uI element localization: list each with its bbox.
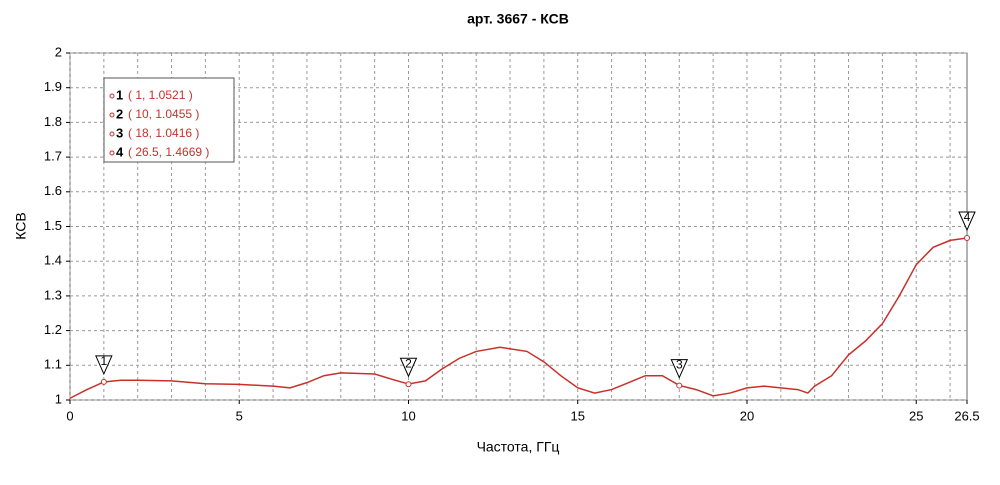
y-tick-label: 1.6 (44, 183, 62, 198)
y-tick-label: 1.7 (44, 149, 62, 164)
chart-title: арт. 3667 - КСВ (467, 11, 569, 27)
marker-label: 1 (101, 354, 108, 368)
x-tick-label: 10 (401, 408, 415, 423)
x-tick-label: 15 (571, 408, 585, 423)
y-tick-label: 1.3 (44, 287, 62, 302)
legend-number: 4 (116, 144, 124, 159)
marker-label: 3 (676, 358, 683, 372)
x-tick-label: 20 (740, 408, 754, 423)
legend-dot (109, 150, 115, 156)
legend-box (103, 77, 235, 163)
y-tick-label: 1 (55, 391, 62, 406)
y-tick-label: 1.2 (44, 322, 62, 337)
y-tick-label: 1.5 (44, 218, 62, 233)
y-tick-label: 1.9 (44, 79, 62, 94)
legend-dot (109, 131, 115, 137)
legend-number: 2 (116, 106, 123, 121)
marker-triangle (399, 357, 418, 378)
marker-point (405, 381, 412, 388)
y-tick-label: 1.1 (44, 357, 62, 372)
marker-triangle (670, 359, 689, 379)
legend-value: ( 1, 1.0521 ) (128, 88, 193, 102)
marker-point (676, 382, 683, 389)
legend-dot (109, 112, 115, 118)
x-axis-label: Частота, ГГц (477, 439, 560, 455)
legend-value: ( 18, 1.0416 ) (128, 126, 199, 140)
y-tick-label: 1.4 (44, 253, 62, 268)
x-tick-label: 5 (236, 408, 243, 423)
data-line (69, 237, 968, 399)
legend-number: 3 (116, 125, 123, 140)
marker-label: 2 (405, 356, 412, 370)
legend-dot (109, 93, 115, 99)
marker-point (100, 378, 107, 385)
marker-point (964, 234, 970, 241)
x-tick-label: 0 (66, 408, 73, 423)
marker-label: 4 (964, 210, 971, 224)
x-tick-label: 25 (909, 408, 923, 423)
legend-value: ( 10, 1.0455 ) (128, 107, 199, 121)
y-axis-label: КСВ (13, 212, 29, 239)
legend-value: ( 26.5, 1.4669 ) (128, 145, 209, 159)
marker-triangle (95, 355, 113, 376)
y-tick-label: 1.8 (44, 114, 62, 129)
marker-triangle (958, 211, 976, 232)
x-tick-label: 26.5 (954, 408, 979, 423)
legend-number: 1 (116, 87, 123, 102)
y-tick-label: 2 (55, 44, 62, 59)
